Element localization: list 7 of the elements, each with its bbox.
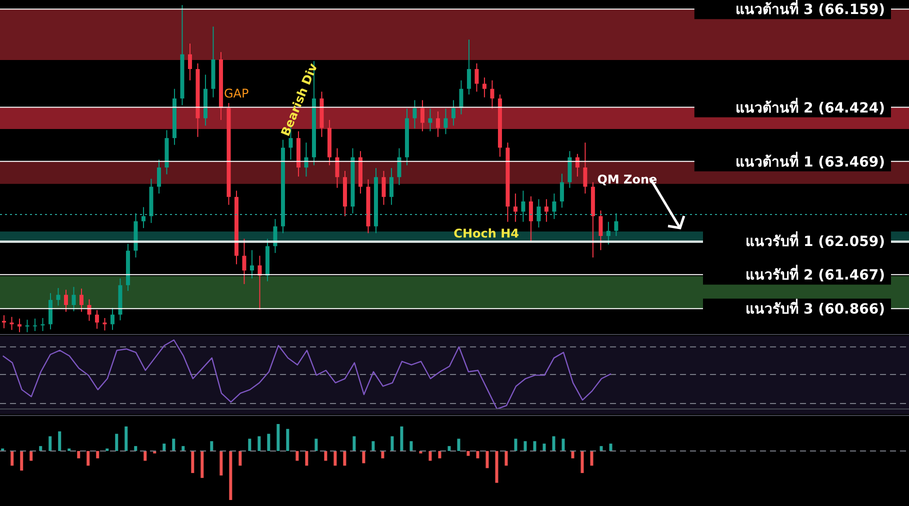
annotation: CHoch H4 [454,226,519,240]
ref-line-label: แนวต้านที่ 2 (64.424) [736,97,885,116]
ref-line-label: แนวรับที่ 1 (62.059) [746,231,885,250]
ref-line-label: แนวรับที่ 2 (61.467) [746,264,885,284]
ref-line-label: แนวรับที่ 3 (60.866) [746,298,885,318]
ref-line-label: แนวต้านที่ 1 (63.469) [736,151,885,170]
annotation: GAP [224,86,249,100]
